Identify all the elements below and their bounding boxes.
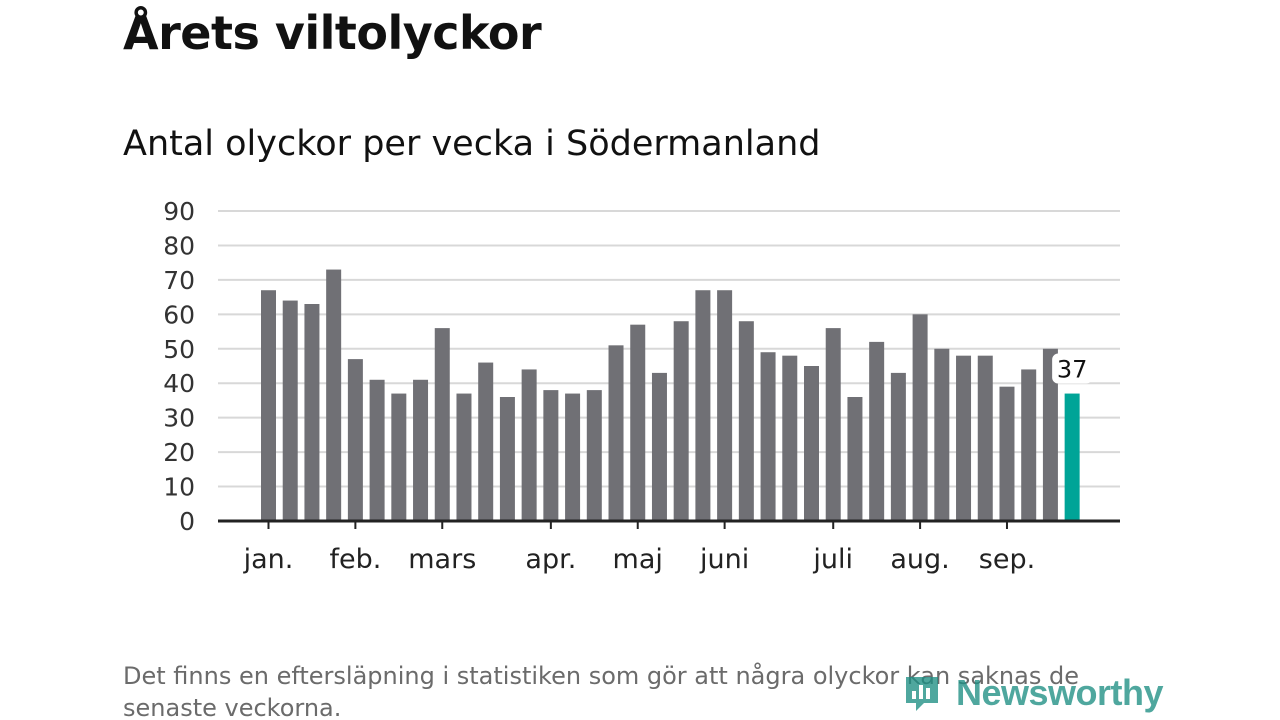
bar bbox=[673, 321, 689, 521]
bar bbox=[1042, 348, 1058, 521]
data-labels: 37 bbox=[1052, 353, 1093, 384]
bar bbox=[956, 355, 972, 521]
bar bbox=[434, 328, 450, 521]
bar bbox=[391, 393, 407, 521]
x-tick-label: mars bbox=[408, 544, 476, 575]
y-tick-label: 80 bbox=[163, 231, 195, 260]
x-tick-label: aug. bbox=[890, 544, 949, 575]
y-tick-label: 10 bbox=[163, 473, 195, 502]
bar bbox=[326, 269, 342, 521]
newsworthy-logo-icon bbox=[906, 677, 938, 711]
bar bbox=[608, 345, 624, 521]
bar bbox=[543, 390, 559, 521]
x-tick-label: apr. bbox=[525, 544, 576, 575]
bar bbox=[347, 359, 363, 521]
bar bbox=[934, 348, 950, 521]
y-tick-label: 50 bbox=[163, 335, 195, 364]
bar bbox=[261, 290, 276, 521]
x-tick-label: sep. bbox=[979, 544, 1035, 575]
bar bbox=[413, 379, 429, 521]
x-tick-label: juli bbox=[812, 544, 853, 575]
y-tick-label: 40 bbox=[163, 369, 195, 398]
bars bbox=[261, 269, 1080, 521]
bar bbox=[1021, 369, 1037, 521]
x-tick-label: feb. bbox=[329, 544, 381, 575]
bar bbox=[304, 304, 320, 521]
bar bbox=[977, 355, 993, 521]
bar bbox=[282, 300, 298, 521]
data-label-background bbox=[1052, 353, 1093, 384]
bar bbox=[825, 328, 841, 521]
y-tick-label: 90 bbox=[163, 197, 195, 226]
bar bbox=[890, 372, 906, 521]
x-axis-ticks: jan. feb. mars apr. maj juni juli aug. sep. bbox=[243, 521, 1035, 575]
brand-logo: Newsworthy bbox=[902, 668, 1164, 718]
page-title: Årets viltolyckor bbox=[123, 6, 542, 60]
bar bbox=[565, 393, 581, 521]
brand-name: Newsworthy bbox=[956, 672, 1164, 713]
highlight-bar bbox=[1064, 393, 1080, 521]
bar bbox=[695, 290, 711, 521]
chart-subtitle: Antal olyckor per vecka i Södermanland bbox=[123, 124, 821, 164]
bar bbox=[717, 290, 733, 521]
bar bbox=[521, 369, 537, 521]
y-tick-label: 0 bbox=[179, 507, 195, 536]
y-tick-label: 20 bbox=[163, 438, 195, 467]
x-tick-label: maj bbox=[613, 544, 663, 575]
bar bbox=[999, 386, 1015, 521]
bar bbox=[782, 355, 798, 521]
bar bbox=[369, 379, 385, 521]
bar bbox=[912, 314, 928, 521]
bar bbox=[456, 393, 472, 521]
y-tick-label: 30 bbox=[163, 404, 195, 433]
bar bbox=[630, 324, 646, 521]
bar bbox=[804, 366, 819, 521]
bar bbox=[499, 397, 515, 521]
bar bbox=[869, 341, 885, 521]
x-tick-label: juni bbox=[699, 544, 749, 575]
x-tick-label: jan. bbox=[243, 544, 294, 575]
bar bbox=[478, 362, 494, 521]
y-tick-label: 60 bbox=[163, 300, 195, 329]
bar bbox=[586, 390, 602, 521]
bar bbox=[738, 321, 754, 521]
bar bbox=[847, 397, 863, 521]
y-axis-ticks: 0 10 20 30 40 50 60 70 80 90 bbox=[163, 197, 195, 536]
y-tick-label: 70 bbox=[163, 266, 195, 295]
bar bbox=[760, 352, 776, 521]
bar bbox=[651, 372, 667, 521]
data-label: 37 bbox=[1057, 356, 1088, 384]
